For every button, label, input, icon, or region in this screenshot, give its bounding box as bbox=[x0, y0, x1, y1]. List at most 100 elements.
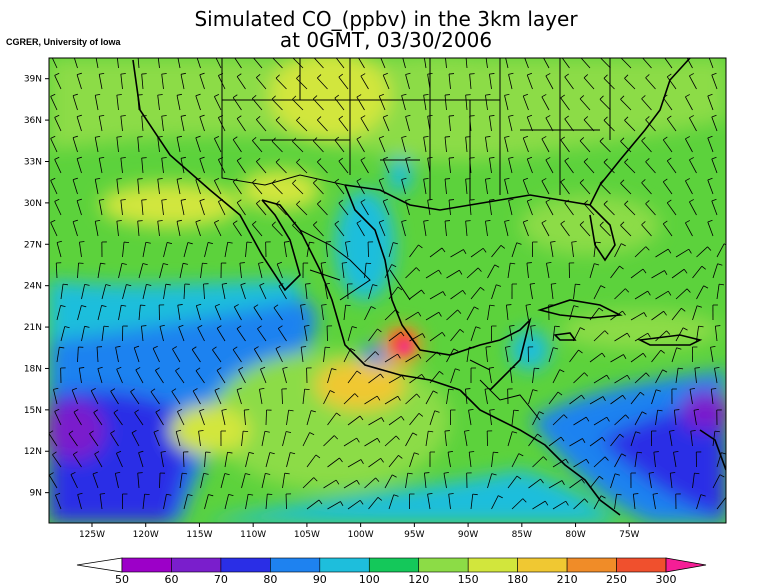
wind-barb-flag bbox=[565, 500, 569, 506]
wind-barb-staff bbox=[116, 179, 119, 195]
wind-barb-flag bbox=[55, 492, 61, 496]
wind-barb-flag bbox=[120, 115, 126, 117]
wind-barb-staff bbox=[302, 432, 310, 447]
wind-barb-staff bbox=[94, 179, 99, 195]
wind-barb-staff bbox=[489, 74, 492, 90]
wind-barb-staff bbox=[120, 116, 123, 132]
wind-barb-staff bbox=[200, 263, 203, 279]
wind-barb-staff bbox=[603, 120, 615, 132]
wind-barb-staff bbox=[56, 242, 62, 258]
wind-barb-flag bbox=[76, 198, 82, 202]
wind-barb-flag bbox=[121, 304, 127, 307]
wind-barb-staff bbox=[402, 58, 406, 69]
wind-barbs bbox=[49, 52, 726, 510]
wind-barb-staff bbox=[589, 396, 604, 405]
title-line-2: at 0GMT, 03/30/2006 bbox=[280, 28, 492, 52]
wind-barb-staff bbox=[98, 116, 103, 132]
colorbar-segment bbox=[121, 557, 172, 573]
wind-barb-staff bbox=[49, 433, 58, 447]
wind-barb-staff bbox=[548, 347, 554, 363]
wind-barb-staff bbox=[76, 158, 82, 174]
wind-barb-staff bbox=[405, 267, 417, 279]
wind-barb-flag bbox=[300, 303, 306, 306]
wind-barb-flag bbox=[441, 332, 446, 337]
wind-barb-staff bbox=[409, 244, 419, 258]
wind-barb-staff bbox=[271, 98, 283, 111]
wind-barb-flag bbox=[116, 220, 122, 222]
wind-barb-staff bbox=[485, 137, 488, 153]
wind-barb-staff bbox=[256, 119, 267, 132]
wind-barb-flag bbox=[264, 430, 270, 433]
wind-barb-flag bbox=[509, 324, 515, 327]
wind-barb-staff bbox=[241, 473, 246, 489]
wind-barb-staff bbox=[634, 246, 647, 258]
wind-barb-staff bbox=[97, 368, 103, 384]
wind-barb-flag bbox=[73, 52, 78, 53]
wind-barb-flag bbox=[379, 177, 384, 181]
wind-barb-staff bbox=[429, 247, 443, 258]
wind-barb-staff bbox=[317, 119, 328, 132]
wind-barb-flag bbox=[253, 304, 259, 308]
wind-barb-flag bbox=[660, 349, 665, 354]
wind-barb-flag bbox=[359, 500, 364, 505]
wind-barb-staff bbox=[447, 452, 451, 468]
wind-barb-staff bbox=[118, 305, 122, 321]
wind-barb-flag bbox=[583, 158, 589, 163]
wind-barb-flag bbox=[134, 345, 140, 349]
wind-barb-flag bbox=[664, 270, 668, 276]
wind-barb-staff bbox=[368, 497, 379, 510]
wind-barb-staff bbox=[157, 221, 160, 237]
wind-barb-staff bbox=[504, 221, 509, 237]
wind-barb-staff bbox=[707, 179, 714, 195]
wind-barb-staff bbox=[488, 368, 492, 384]
wind-barb-flag bbox=[504, 135, 510, 138]
wind-barb-flag bbox=[95, 52, 100, 53]
wind-barb-flag bbox=[214, 135, 220, 139]
wind-barb-staff bbox=[183, 494, 189, 510]
wind-barb-staff bbox=[405, 116, 410, 132]
wind-barb-flag bbox=[157, 178, 163, 180]
wind-barb-staff bbox=[599, 141, 611, 153]
wind-barb-flag bbox=[523, 177, 529, 181]
wind-barb-staff bbox=[689, 389, 693, 405]
wind-barb-staff bbox=[163, 242, 168, 258]
wind-barb-flag bbox=[161, 115, 167, 117]
wind-barb-flag bbox=[711, 198, 717, 202]
wind-barb-flag bbox=[400, 416, 405, 421]
wind-barb-staff bbox=[360, 159, 369, 174]
wind-barb-staff bbox=[614, 288, 626, 300]
wind-barb-staff bbox=[548, 436, 562, 447]
wind-barb-flag bbox=[290, 452, 296, 455]
wind-barb-flag bbox=[447, 450, 454, 453]
wind-barb-staff bbox=[696, 285, 704, 300]
wind-barb-staff bbox=[116, 369, 123, 384]
wind-barb-flag bbox=[485, 220, 491, 222]
wind-barb-staff bbox=[76, 74, 82, 90]
wind-barb-staff bbox=[94, 95, 99, 111]
wind-barb-staff bbox=[334, 181, 345, 195]
wind-barb-flag bbox=[113, 409, 119, 414]
wind-barb-staff bbox=[541, 138, 550, 153]
wind-barb-flag bbox=[240, 282, 246, 286]
wind-barb-flag bbox=[315, 454, 321, 459]
wind-barb-staff bbox=[89, 433, 99, 447]
wind-barb-flag bbox=[708, 52, 713, 54]
wind-barb-flag bbox=[180, 156, 186, 159]
colorbar-label: 250 bbox=[606, 573, 627, 586]
wind-barb-flag bbox=[105, 284, 111, 287]
wind-barb-staff bbox=[589, 475, 600, 489]
wind-barb-flag bbox=[711, 156, 717, 160]
wind-barb-flag bbox=[423, 94, 429, 96]
wind-barb-flag bbox=[178, 324, 184, 328]
wind-barb-staff bbox=[593, 374, 607, 384]
wind-barb-flag bbox=[633, 493, 639, 495]
wind-barb-flag bbox=[418, 413, 424, 417]
wind-barb-flag bbox=[218, 156, 224, 160]
wind-barb-staff bbox=[327, 412, 337, 426]
wind-barb-flag bbox=[334, 136, 340, 141]
wind-barb-flag bbox=[427, 492, 433, 495]
wind-barb-flag bbox=[331, 368, 337, 371]
wind-barb-staff bbox=[429, 291, 444, 300]
lon-tick-label: 75W bbox=[619, 530, 639, 540]
colorbar-label: 300 bbox=[656, 573, 677, 586]
